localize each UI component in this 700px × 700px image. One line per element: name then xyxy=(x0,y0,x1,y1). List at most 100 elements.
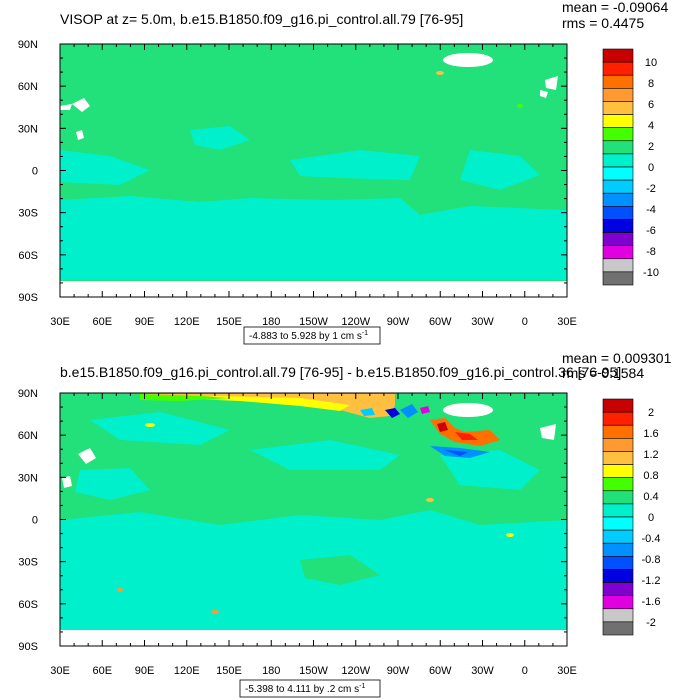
y-tick-label: 30N xyxy=(18,472,38,484)
y-tick-label: 90N xyxy=(18,388,38,400)
colorbar-label: 2 xyxy=(648,407,654,419)
y-tick-label: 0 xyxy=(32,166,38,178)
colorbar-label: 6 xyxy=(648,99,654,111)
x-tick-label: 0 xyxy=(522,316,528,328)
panel-2-range-box: -5.398 to 4.111 by .2 cm s-1 xyxy=(239,679,381,698)
blue-spot xyxy=(360,408,375,416)
colorbar-swatch xyxy=(602,245,634,260)
colorbar-swatch xyxy=(602,271,634,286)
indian-ocean-patch xyxy=(60,150,150,185)
colorbar-label: 0.4 xyxy=(643,491,658,503)
small-anomaly xyxy=(117,588,123,592)
panel-2-axes: 30E 60E 90E 120E 150E 180 150W 120W 90W 60W 30W 0 30… xyxy=(18,388,577,677)
colorbar-label: 0 xyxy=(648,162,654,174)
arctic-mask xyxy=(443,53,493,67)
arctic-yellow-core xyxy=(170,396,350,411)
colorbar-swatch xyxy=(602,608,634,623)
colorbar-label: -1.6 xyxy=(642,596,661,608)
panel-1-map xyxy=(60,44,567,297)
x-tick-label: 180 xyxy=(262,665,280,677)
north-atlantic-negative-core xyxy=(445,450,468,456)
colorbar-swatch xyxy=(602,206,634,220)
panel-2-map xyxy=(60,393,567,646)
colorbar-label: 4 xyxy=(648,120,654,132)
colorbar-swatch xyxy=(602,179,634,194)
y-tick-label: 90S xyxy=(18,292,38,304)
magenta-spot xyxy=(420,406,430,414)
colorbar-label: -1.2 xyxy=(642,575,661,587)
north-atlantic-peak xyxy=(455,432,478,440)
y-tick-label: 60N xyxy=(18,81,38,93)
panel-1-colorbar: 10 8 6 4 2 0 -2 -4 -6 -8 -10 xyxy=(602,48,659,286)
colorbar-label: 0.8 xyxy=(643,470,658,482)
colorbar-swatch xyxy=(602,101,634,115)
x-tick-label: 150W xyxy=(299,665,328,677)
colorbar-label: -4 xyxy=(646,204,656,216)
colorbar-swatch xyxy=(602,438,634,452)
colorbar-label: 1.2 xyxy=(643,449,658,461)
atlantic-patch xyxy=(460,150,540,190)
hudson-negative xyxy=(385,408,400,418)
colorbar-swatch xyxy=(602,424,634,439)
colorbar-swatch xyxy=(602,398,634,413)
colorbar-swatch xyxy=(602,529,634,544)
y-tick-label: 30S xyxy=(18,208,38,220)
arctic-warm-band xyxy=(140,394,395,418)
y-tick-label: 90S xyxy=(18,641,38,653)
colorbar-label: -10 xyxy=(643,267,659,279)
land-mask xyxy=(78,448,96,464)
panel-1-axes: 30E 60E 90E 120E 150E 180 150W 120W 90W 60W 30W 0 30… xyxy=(18,39,577,328)
x-tick-label: 30E xyxy=(557,316,577,328)
x-tick-label: 30W xyxy=(471,665,494,677)
colorbar-label: -8 xyxy=(646,246,656,258)
green-patch xyxy=(300,555,380,585)
x-tick-label: 90W xyxy=(387,665,410,677)
range-box-frame xyxy=(239,679,381,698)
x-tick-label: 30W xyxy=(471,316,494,328)
colorbar-swatch xyxy=(602,61,634,76)
colorbar-swatch xyxy=(602,88,634,102)
colorbar-swatch xyxy=(602,595,634,610)
y-tick-label: 30S xyxy=(18,557,38,569)
x-tick-label: 60W xyxy=(429,665,452,677)
x-tick-label: 90E xyxy=(135,665,155,677)
colorbar-label: 10 xyxy=(645,57,657,69)
west-pacific-patch xyxy=(190,126,250,150)
tropical-patch xyxy=(250,440,400,470)
land-mask xyxy=(62,476,72,488)
panel-1-rms: rms = 0.4475 xyxy=(562,15,644,31)
colorbar-label: 8 xyxy=(648,78,654,90)
x-tick-label: 150W xyxy=(299,316,328,328)
range-box-frame xyxy=(243,326,381,345)
x-tick-label: 120W xyxy=(341,665,370,677)
north-atlantic-positive xyxy=(430,418,500,446)
colorbar-swatch xyxy=(602,542,634,557)
indian-ocean-patch xyxy=(75,468,150,500)
land-mask xyxy=(540,90,548,98)
land-mask xyxy=(72,98,90,112)
colorbar-swatch xyxy=(602,127,634,142)
colorbar-swatch xyxy=(602,451,634,465)
x-tick-label: 150E xyxy=(216,316,242,328)
range-label: -4.883 to 5.928 by 1 cm s-1 xyxy=(249,330,368,342)
colorbar-swatch xyxy=(602,411,634,426)
colorbar-swatch xyxy=(602,232,634,246)
panel-1-range-box: -4.883 to 5.928 by 1 cm s-1 xyxy=(243,326,381,345)
arctic-mask xyxy=(443,403,493,417)
colorbar-swatch xyxy=(602,166,634,181)
north-atlantic-peak xyxy=(437,422,448,432)
panel-1-mean: mean = -0.09064 xyxy=(562,0,668,15)
y-tick-label: 90N xyxy=(18,39,38,51)
x-tick-label: 120E xyxy=(174,316,200,328)
x-tick-label: 60E xyxy=(92,316,112,328)
panel-2: b.e15.B1850.f09_g16.pi_control.all.79 [7… xyxy=(18,350,672,698)
x-tick-label: 30E xyxy=(50,316,70,328)
panel-1: VISOP at z= 5.0m, b.e15.B1850.f09_g16.pi… xyxy=(18,0,668,345)
colorbar-label: -2 xyxy=(646,183,656,195)
panel-2-mean: mean = 0.009301 xyxy=(562,350,672,366)
x-tick-label: 0 xyxy=(522,665,528,677)
colorbar-label: 0 xyxy=(648,512,654,524)
land-mask xyxy=(60,104,72,110)
y-tick-label: 30N xyxy=(18,123,38,135)
panel-2-rms: rms = 0.1584 xyxy=(562,365,644,381)
